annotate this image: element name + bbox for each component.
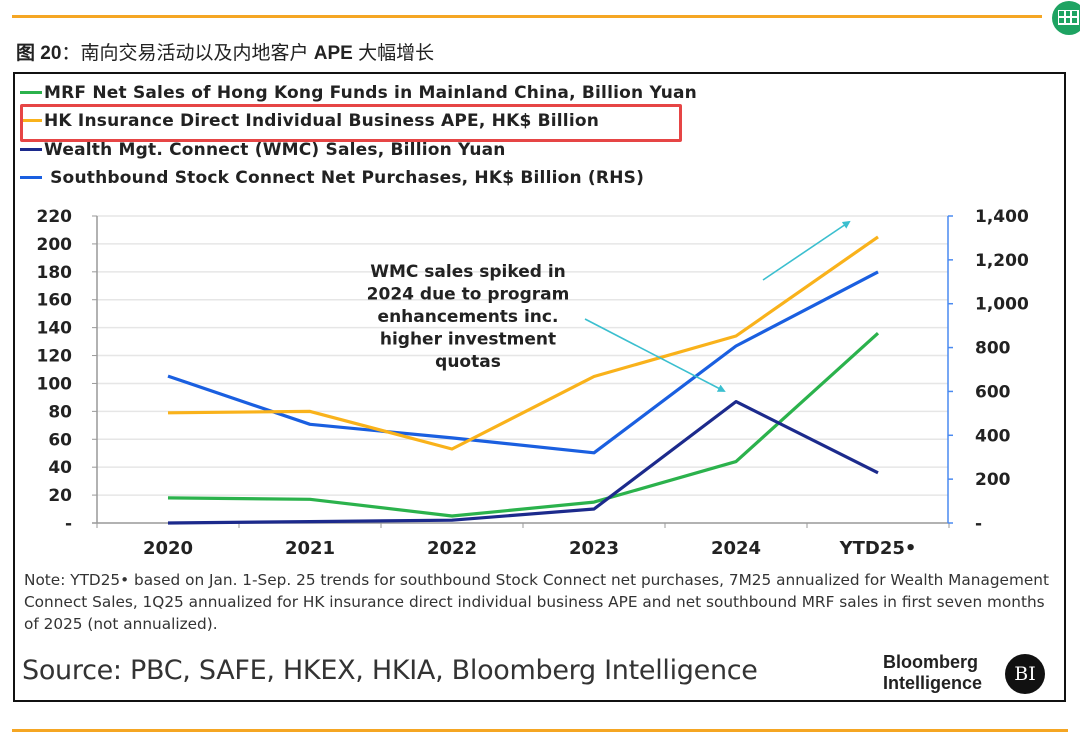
annotation-arrow (584, 318, 726, 392)
legend-swatch-southbound (20, 175, 42, 179)
title-separator: ： (61, 43, 81, 64)
left-axis-tick-label: 80 (48, 402, 72, 422)
legend-swatch-ape (20, 118, 42, 122)
source-text: Source: PBC, SAFE, HKEX, HKIA, Bloomberg… (22, 655, 758, 686)
left-axis-tick-label: 180 (37, 263, 73, 283)
series-line-ape (167, 235, 879, 451)
spreadsheet-button[interactable] (1052, 1, 1080, 35)
legend-label-southbound: Southbound Stock Connect Net Purchases, … (44, 168, 645, 188)
chart-note: Note: YTD25• based on Jan. 1-Sep. 25 tre… (24, 571, 1049, 633)
right-axis-tick-label: 1,200 (975, 251, 1029, 271)
highlight-box (20, 104, 682, 142)
left-axis-tick-label: 220 (37, 207, 73, 227)
title-text-ape: APE (308, 43, 359, 64)
brand-line-2: Intelligence (883, 673, 983, 693)
right-axis-tick-label: 1,400 (975, 207, 1029, 227)
right-axis-tick-label: - (975, 514, 982, 534)
left-axis-tick-label: 160 (37, 291, 73, 311)
legend-label-ape: HK Insurance Direct Individual Business … (44, 111, 600, 131)
title-text-2: 大幅增长 (358, 43, 435, 64)
legend-label-wmc: Wealth Mgt. Connect (WMC) Sales, Billion… (44, 140, 506, 160)
right-axis-tick-label: 200 (975, 470, 1011, 490)
brand-name: Bloomberg Intelligence (883, 652, 982, 694)
x-axis-tick-label: 2020 (143, 538, 193, 559)
legend-item-southbound: Southbound Stock Connect Net Purchases, … (20, 168, 644, 188)
legend-item-wmc: Wealth Mgt. Connect (WMC) Sales, Billion… (20, 140, 506, 160)
x-axis-tick-label: 2023 (569, 538, 619, 559)
annotation-text-line: enhancements inc. (378, 307, 559, 327)
figure-number: 图 20 (16, 43, 62, 64)
annotation-text-line: higher investment (380, 330, 556, 350)
x-axis-tick-label: YTD25• (839, 538, 917, 559)
left-axis-tick-label: - (65, 514, 72, 534)
bloomberg-intelligence-logo: BI (1005, 654, 1045, 694)
series-line-wmc (167, 400, 879, 525)
left-axis-tick-label: 40 (48, 458, 72, 478)
top-divider (12, 15, 1042, 18)
left-axis-tick-label: 20 (48, 486, 72, 506)
left-axis-tick-label: 60 (48, 430, 72, 450)
title-text-1: 南向交易活动以及内地客户 (80, 43, 309, 64)
left-axis-tick-label: 120 (37, 347, 73, 367)
x-axis-tick-label: 2021 (285, 538, 335, 559)
right-axis-tick-label: 600 (975, 382, 1011, 402)
x-axis-tick-label: 2022 (427, 538, 477, 559)
legend-item-mrf: MRF Net Sales of Hong Kong Funds in Main… (20, 83, 697, 103)
left-axis-tick-label: 140 (37, 319, 73, 339)
right-axis-tick-label: 400 (975, 426, 1011, 446)
legend-item-ape: HK Insurance Direct Individual Business … (20, 111, 599, 131)
trend-arrow (762, 220, 851, 281)
chart-frame (13, 72, 1066, 702)
figure-title: 图 20：南向交易活动以及内地客户 APE 大幅增长 (16, 38, 434, 65)
right-axis-tick-label: 800 (975, 339, 1011, 359)
annotation-text-line: 2024 due to program (367, 285, 570, 305)
bottom-divider (12, 729, 1068, 732)
x-axis-tick-label: 2024 (711, 538, 761, 559)
series-line-mrf (167, 332, 880, 518)
annotation-text-line: WMC sales spiked in (370, 262, 566, 282)
annotation-text-line: quotas (435, 352, 501, 372)
legend-swatch-mrf (20, 90, 42, 94)
spreadsheet-icon (1058, 10, 1079, 25)
right-axis-tick-label: 1,000 (975, 295, 1029, 315)
left-axis-tick-label: 200 (37, 235, 73, 255)
brand-line-1: Bloomberg (883, 652, 979, 672)
legend-label-mrf: MRF Net Sales of Hong Kong Funds in Main… (44, 83, 697, 103)
series-line-southbound (167, 270, 879, 455)
legend-swatch-wmc (20, 147, 42, 151)
left-axis-tick-label: 100 (37, 374, 73, 394)
